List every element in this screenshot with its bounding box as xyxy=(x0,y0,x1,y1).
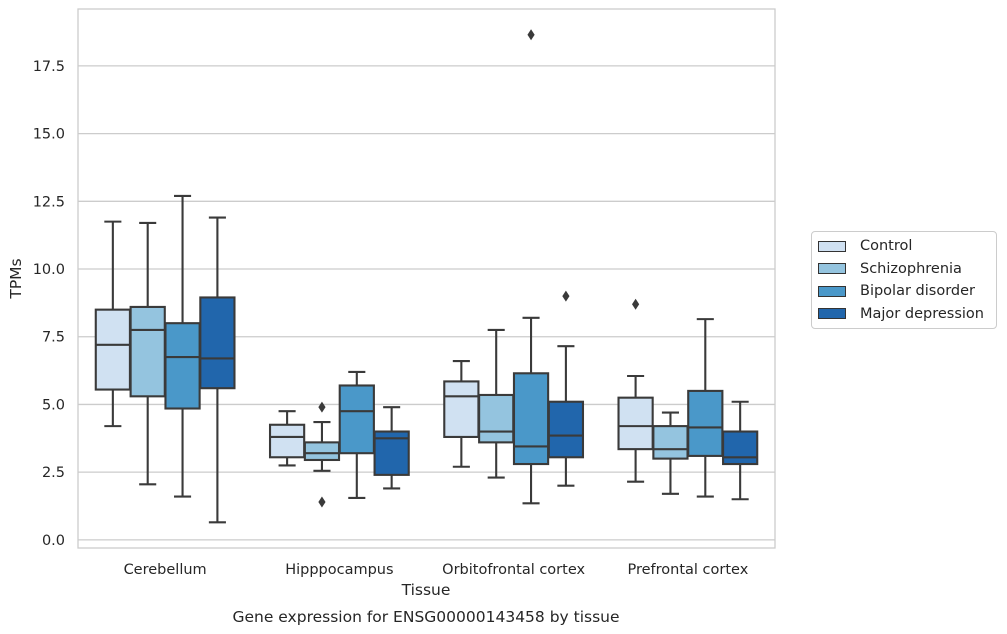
box-2-3 xyxy=(547,290,585,487)
outlier-point xyxy=(562,290,570,302)
legend-label: Bipolar disorder xyxy=(860,283,975,300)
box-3-3 xyxy=(722,400,759,501)
box-2-0 xyxy=(443,360,480,468)
box-0-1 xyxy=(129,221,166,486)
box-1-2 xyxy=(338,370,375,499)
y-tick-labels: 0.0 2.5 5.0 7.5 10.0 12.5 15.0 17.5 xyxy=(33,59,65,549)
iqr-box xyxy=(199,296,236,390)
box-2-1 xyxy=(478,328,515,479)
chart-title: Gene expression for ENSG00000143458 by t… xyxy=(232,608,619,626)
outlier-point xyxy=(318,401,326,413)
box-3-2 xyxy=(687,318,724,498)
iqr-box xyxy=(652,425,689,460)
legend-swatch xyxy=(818,240,846,252)
box-1-1 xyxy=(303,401,341,508)
legend-item: Control xyxy=(812,235,996,258)
iqr-box xyxy=(164,322,201,410)
x-tick-labels: Cerebellum Hipppocampus Orbitofrontal cort… xyxy=(124,562,749,578)
box-0-0 xyxy=(94,220,131,428)
box-0-2 xyxy=(164,194,201,498)
iqr-box xyxy=(338,384,375,455)
legend-label: Major depression xyxy=(860,305,984,322)
box-plots xyxy=(94,29,759,524)
legend-item: Schizophrenia xyxy=(812,258,996,281)
iqr-box xyxy=(687,389,724,457)
y-axis-title: TPMs xyxy=(7,258,25,299)
y-tick-label: 15.0 xyxy=(33,127,65,143)
x-axis-title: Tissue xyxy=(401,581,451,599)
x-tick-label: Hipppocampus xyxy=(285,562,393,578)
iqr-box xyxy=(129,305,166,398)
iqr-box xyxy=(722,430,759,466)
plot-frame xyxy=(77,8,776,549)
legend-swatch xyxy=(818,263,846,275)
iqr-box xyxy=(303,441,341,462)
legend-label: Control xyxy=(860,238,913,255)
box-0-3 xyxy=(199,216,236,524)
y-tick-label: 10.0 xyxy=(33,262,65,278)
outlier-point xyxy=(527,29,535,41)
outlier-point xyxy=(318,496,326,508)
legend-swatch xyxy=(818,308,846,320)
legend-item: Major depression xyxy=(812,303,996,326)
iqr-box xyxy=(268,423,306,459)
iqr-box xyxy=(94,308,131,391)
box-3-0 xyxy=(617,298,654,483)
legend-swatch xyxy=(818,285,846,297)
y-tick-label: 5.0 xyxy=(42,397,65,413)
box-1-3 xyxy=(373,406,410,490)
iqr-box xyxy=(443,380,480,438)
iqr-box xyxy=(478,393,515,444)
x-tick-label: Orbitofrontal cortex xyxy=(442,562,585,578)
x-tick-label: Cerebellum xyxy=(124,562,207,578)
legend-item: Bipolar disorder xyxy=(812,280,996,303)
y-tick-label: 0.0 xyxy=(42,533,65,549)
x-tick-label: Prefrontal cortex xyxy=(627,562,748,578)
iqr-box xyxy=(547,400,585,459)
y-tick-label: 12.5 xyxy=(33,194,65,210)
y-tick-label: 7.5 xyxy=(42,330,65,346)
iqr-box xyxy=(512,372,550,466)
legend-label: Schizophrenia xyxy=(860,260,962,277)
outlier-point xyxy=(632,298,640,310)
y-tick-label: 17.5 xyxy=(33,59,65,75)
legend: Control Schizophrenia Bipolar disorder Majo… xyxy=(811,231,997,329)
box-1-0 xyxy=(268,410,306,467)
y-tick-label: 2.5 xyxy=(42,465,65,481)
iqr-box xyxy=(617,396,654,451)
box-3-1 xyxy=(652,411,689,495)
box-2-2 xyxy=(512,29,550,505)
